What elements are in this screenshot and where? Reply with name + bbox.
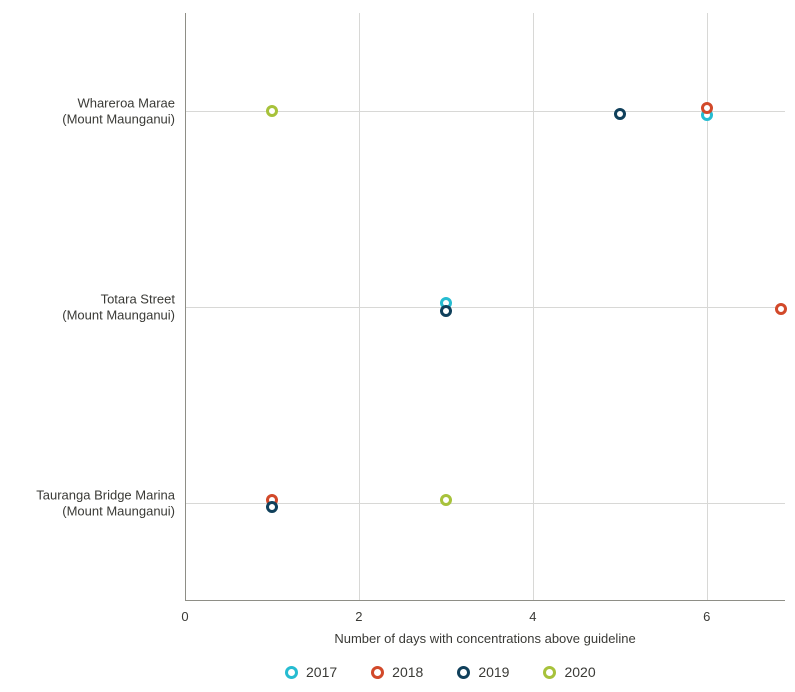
y-tick-label: Totara Street(Mount Maunganui)	[62, 291, 185, 322]
x-axis-title: Number of days with concentrations above…	[334, 631, 635, 646]
data-point	[775, 303, 787, 315]
legend: 2017 2018 2019 2020	[285, 664, 596, 680]
legend-label: 2019	[478, 664, 509, 680]
y-tick-label: Whareroa Marae(Mount Maunganui)	[62, 95, 185, 126]
data-point	[701, 102, 713, 114]
data-point	[266, 501, 278, 513]
x-tick-label: 2	[355, 609, 362, 624]
legend-item: 2020	[543, 664, 595, 680]
y-tick-label: Tauranga Bridge Marina(Mount Maunganui)	[36, 487, 185, 518]
legend-marker-icon	[371, 666, 384, 679]
legend-marker-icon	[457, 666, 470, 679]
legend-marker-icon	[285, 666, 298, 679]
plot-area: 0246Tauranga Bridge Marina(Mount Maungan…	[185, 12, 785, 601]
legend-label: 2018	[392, 664, 423, 680]
legend-marker-icon	[543, 666, 556, 679]
scatter-chart: 0 2 4 6 Tauranga Bridge Marina(Mount Maungan…	[0, 0, 795, 692]
data-point	[266, 105, 278, 117]
legend-label: 2020	[564, 664, 595, 680]
legend-label: 2017	[306, 664, 337, 680]
x-tick-label: 0	[181, 609, 188, 624]
x-tick-label: 6	[703, 609, 710, 624]
gridline-horizontal	[185, 307, 785, 308]
legend-item: 2019	[457, 664, 509, 680]
y-axis-line	[185, 13, 186, 601]
legend-item: 2017	[285, 664, 337, 680]
x-axis-line	[185, 600, 785, 601]
data-point	[440, 305, 452, 317]
x-tick-label: 4	[529, 609, 536, 624]
data-point	[614, 108, 626, 120]
data-point	[440, 494, 452, 506]
legend-item: 2018	[371, 664, 423, 680]
